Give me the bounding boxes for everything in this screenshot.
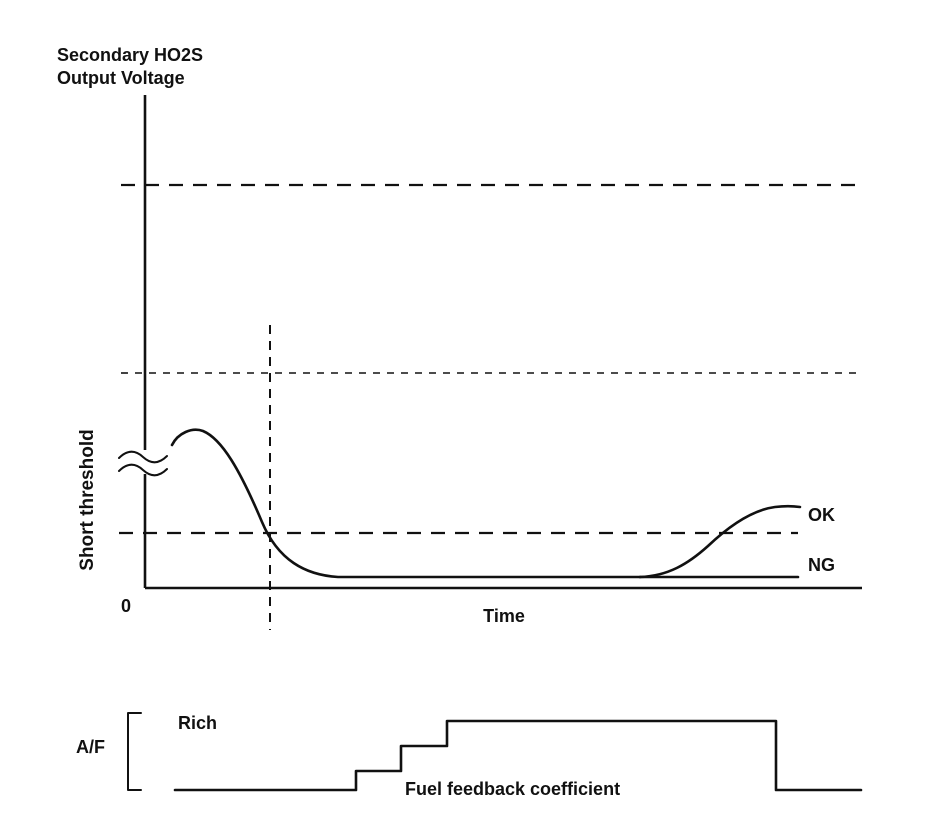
x-axis-title: Time	[483, 606, 525, 626]
ok-label: OK	[808, 505, 835, 525]
y-axis-title-line2: Output Voltage	[57, 68, 185, 88]
diagram-labels: Secondary HO2S Output Voltage Short thre…	[57, 45, 835, 799]
short-threshold-label: Short threshold	[77, 429, 98, 570]
sensor-output-curves	[170, 428, 802, 579]
fuel-feedback-label: Fuel feedback coefficient	[405, 779, 620, 799]
voltage-time-axes	[143, 95, 862, 590]
main-voltage-curve	[170, 428, 642, 579]
rich-label: Rich	[178, 713, 217, 733]
fuel-feedback-step-line	[173, 719, 863, 792]
y-axis-break	[118, 450, 168, 477]
axis-break-squiggle-bottom	[118, 463, 168, 477]
af-axis-bracket	[127, 712, 142, 791]
af-label: A/F	[76, 737, 105, 757]
ng-label: NG	[808, 555, 835, 575]
ok-curve	[638, 504, 802, 579]
origin-label: 0	[121, 596, 131, 616]
axis-break-squiggle-top	[118, 450, 168, 464]
fuel-feedback-trace	[127, 712, 863, 792]
reference-lines	[119, 183, 862, 630]
y-axis-title-line1: Secondary HO2S	[57, 45, 203, 65]
